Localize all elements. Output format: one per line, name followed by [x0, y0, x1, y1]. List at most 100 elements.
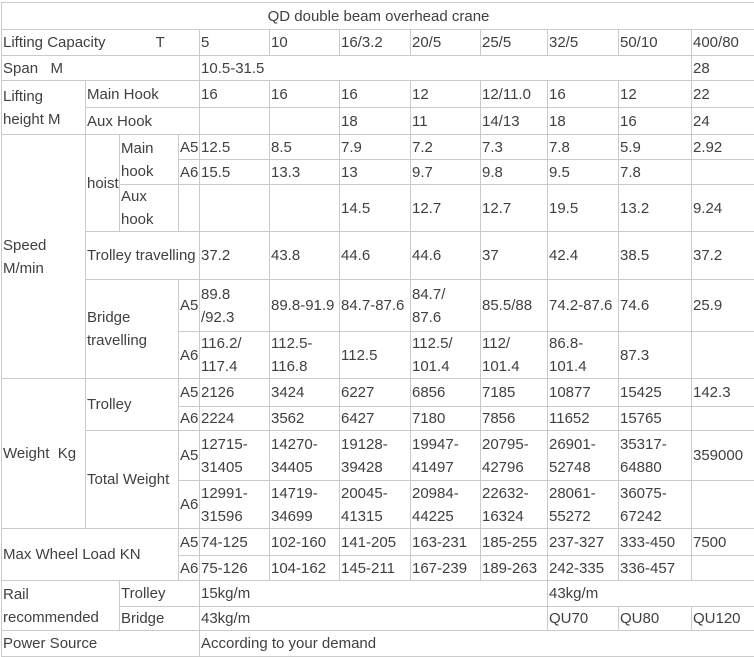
value-cell: 19.5 — [548, 185, 619, 232]
value-cell: 25/5 — [481, 30, 548, 56]
value-cell: 102-160 — [270, 529, 340, 556]
label-speed: Speed M/min — [2, 135, 86, 379]
label-a6: A6 — [179, 481, 200, 529]
label-max-wheel-load: Max Wheel Load KN — [2, 529, 179, 581]
value-cell: 7500 — [692, 529, 754, 556]
value-cell: 12/11.0 — [481, 81, 548, 108]
value-cell: 89.8 /92.3 — [200, 280, 270, 332]
value-cell: 145-211 — [340, 556, 411, 581]
label-aux-hook: Aux Hook — [86, 108, 200, 135]
value-cell: 16 — [340, 81, 411, 108]
label-span: Span M — [2, 56, 200, 81]
value-cell: QU70 — [548, 607, 619, 631]
value-cell: 242-335 — [548, 556, 619, 581]
value-cell: 112.5 — [340, 332, 411, 379]
value-cell: 74-125 — [200, 529, 270, 556]
empty-cell — [179, 185, 200, 232]
label-a5: A5 — [179, 135, 200, 160]
value-cell: 112.5/ 101.4 — [411, 332, 481, 379]
label-a5: A5 — [179, 431, 200, 481]
value-cell: 141-205 — [340, 529, 411, 556]
value-cell: 7.3 — [481, 135, 548, 160]
label-a6: A6 — [179, 332, 200, 379]
value-cell: 37.2 — [692, 232, 754, 280]
label-a6: A6 — [179, 407, 200, 431]
value-cell — [200, 185, 270, 232]
label-rail-trolley: Trolley — [120, 581, 200, 607]
value-cell: 16 — [619, 108, 692, 135]
value-cell — [270, 185, 340, 232]
label-lifting-height: Lifting height M — [2, 81, 86, 135]
value-cell: 14.5 — [340, 185, 411, 232]
value-cell: 12 — [619, 81, 692, 108]
label-a6: A6 — [179, 556, 200, 581]
value-cell: 43kg/m — [200, 607, 548, 631]
value-cell: 18 — [548, 108, 619, 135]
value-cell: 37 — [481, 232, 548, 280]
value-cell: 333-450 — [619, 529, 692, 556]
value-cell: 12991- 31596 — [200, 481, 270, 529]
value-cell: 5 — [200, 30, 270, 56]
value-cell: 25.9 — [692, 280, 754, 332]
value-cell: 112/ 101.4 — [481, 332, 548, 379]
value-cell: 50/10 — [619, 30, 692, 56]
value-cell: 7180 — [411, 407, 481, 431]
value-cell: 237-327 — [548, 529, 619, 556]
value-cell: 104-162 — [270, 556, 340, 581]
table-title: QD double beam overhead crane — [2, 3, 754, 30]
value-cell: 28061- 55272 — [548, 481, 619, 529]
label-a5: A5 — [179, 529, 200, 556]
label-lifting-capacity: Lifting Capacity T — [2, 30, 200, 56]
value-cell: 7185 — [481, 379, 548, 407]
value-cell: 16 — [270, 81, 340, 108]
value-cell: 14719- 34699 — [270, 481, 340, 529]
value-cell: 38.5 — [619, 232, 692, 280]
value-cell: 36075- 67242 — [619, 481, 692, 529]
value-cell: 13.3 — [270, 160, 340, 185]
value-cell: 44.6 — [340, 232, 411, 280]
label-rail-recommended: Rail recommended — [2, 581, 120, 631]
value-cell: 7.2 — [411, 135, 481, 160]
value-cell: 20/5 — [411, 30, 481, 56]
value-cell: 7.8 — [548, 135, 619, 160]
value-cell: 84.7-87.6 — [340, 280, 411, 332]
value-cell: 22 — [692, 81, 754, 108]
label-a6: A6 — [179, 160, 200, 185]
value-cell: 7.9 — [340, 135, 411, 160]
value-cell: 15425 — [619, 379, 692, 407]
value-cell: 18 — [340, 108, 411, 135]
value-cell: 16 — [200, 81, 270, 108]
value-cell: QU80 — [619, 607, 692, 631]
value-cell: 7.8 — [619, 160, 692, 185]
value-cell: 9.7 — [411, 160, 481, 185]
value-cell: 35317- 64880 — [619, 431, 692, 481]
value-cell: 14/13 — [481, 108, 548, 135]
value-cell: 16 — [548, 81, 619, 108]
value-cell: 2224 — [200, 407, 270, 431]
value-cell: 112.5- 116.8 — [270, 332, 340, 379]
value-cell: 9.5 — [548, 160, 619, 185]
value-cell: 86.8- 101.4 — [548, 332, 619, 379]
value-cell: 6427 — [340, 407, 411, 431]
value-cell: 11652 — [548, 407, 619, 431]
value-cell: 13.2 — [619, 185, 692, 232]
value-cell: 16/3.2 — [340, 30, 411, 56]
value-cell: 22632- 16324 — [481, 481, 548, 529]
label-a5: A5 — [179, 280, 200, 332]
value-cell: 85.5/88 — [481, 280, 548, 332]
label-trolley-travelling: Trolley travelling — [86, 232, 200, 280]
value-cell: 336-457 — [619, 556, 692, 581]
value-cell: 9.24 — [692, 185, 754, 232]
value-cell: 15.5 — [200, 160, 270, 185]
value-cell: 142.3 — [692, 379, 754, 407]
value-cell: 24 — [692, 108, 754, 135]
value-cell: 20984- 44225 — [411, 481, 481, 529]
value-cell: 89.8-91.9 — [270, 280, 340, 332]
value-cell: 12715- 31405 — [200, 431, 270, 481]
value-cell: 74.6 — [619, 280, 692, 332]
label-bridge-travelling: Bridge travelling — [86, 280, 179, 379]
label-weight: Weight Kg — [2, 379, 86, 529]
value-cell: 19947- 41497 — [411, 431, 481, 481]
label-hoist: hoist — [86, 135, 120, 232]
value-cell: 42.4 — [548, 232, 619, 280]
